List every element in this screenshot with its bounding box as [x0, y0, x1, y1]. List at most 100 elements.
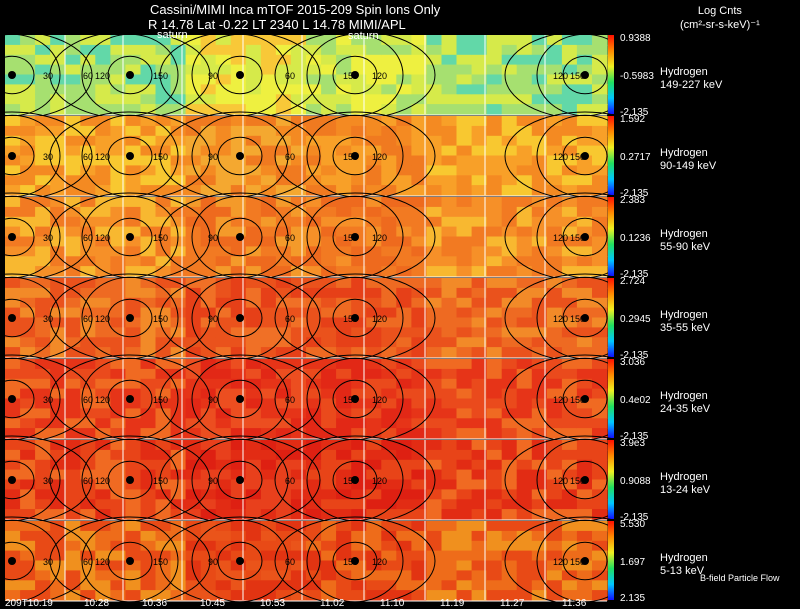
heatmap-cell — [592, 94, 608, 105]
heatmap-cell — [366, 175, 382, 186]
heatmap-cell — [155, 104, 172, 115]
heatmap-cell — [290, 509, 307, 520]
heatmap-cell — [486, 165, 503, 176]
heatmap-cell — [80, 499, 96, 510]
heatmap-cell — [215, 580, 232, 591]
heatmap-cell — [351, 388, 367, 400]
heatmap-cell — [441, 94, 458, 105]
field-contour — [562, 136, 608, 176]
heatmap-cell — [561, 509, 578, 520]
heatmap-cell — [185, 74, 202, 85]
heatmap-cell — [50, 116, 66, 127]
heatmap-cell — [260, 317, 277, 328]
heatmap-cell — [561, 499, 578, 510]
heatmap-cell — [426, 499, 443, 510]
heatmap-cell — [306, 35, 322, 46]
field-contour — [562, 217, 608, 257]
heatmap-cell — [336, 206, 352, 218]
heatmap-cell — [592, 307, 608, 319]
heatmap-cell — [185, 530, 202, 542]
contour-label: 90 — [208, 233, 218, 243]
panel-species-label: Hydrogen 13-24 keV — [660, 471, 710, 497]
heatmap-cell — [396, 84, 412, 95]
heatmap-cell — [441, 278, 458, 289]
heatmap-cell — [411, 378, 428, 390]
heatmap-cell — [80, 297, 96, 309]
heatmap-cell — [501, 317, 518, 328]
heatmap-cell — [441, 206, 458, 218]
heatmap-cell — [95, 175, 111, 186]
saturn-marker — [351, 476, 359, 484]
heatmap-cell — [426, 327, 443, 338]
heatmap-cell — [125, 246, 142, 257]
heatmap-cell — [35, 521, 51, 532]
heatmap-cell — [336, 570, 352, 581]
contour-label: 120 — [553, 314, 568, 324]
heatmap-cell — [516, 278, 533, 289]
heatmap-cell — [516, 54, 533, 66]
heatmap-cell — [306, 580, 322, 591]
heatmap-cell — [170, 337, 187, 348]
heatmap-cell — [321, 469, 337, 481]
heatmap-cell — [426, 197, 443, 208]
heatmap-cell — [516, 469, 533, 481]
heatmap-cell — [306, 418, 322, 429]
heatmap-cell — [140, 256, 157, 267]
x-tick-label: 11:02 — [320, 598, 345, 609]
heatmap-cell — [230, 236, 247, 247]
heatmap-cell — [351, 378, 367, 390]
heatmap-cell — [531, 94, 548, 105]
heatmap-cell — [471, 226, 488, 238]
heatmap-cell — [215, 175, 232, 186]
heatmap-cell — [155, 175, 172, 186]
heatmap-cell — [576, 236, 593, 247]
heatmap-cell — [110, 459, 127, 471]
heatmap-cell — [110, 550, 127, 562]
contour-label: 120 — [372, 152, 387, 162]
heatmap-cell — [396, 550, 412, 562]
heatmap-cell — [35, 236, 51, 247]
heatmap-cell — [170, 226, 187, 238]
heatmap-cell — [140, 449, 157, 461]
heatmap-cell — [471, 570, 488, 581]
heatmap-cell — [95, 440, 111, 451]
heatmap-cell — [110, 418, 127, 429]
heatmap-cell — [140, 347, 157, 358]
contour-label: 60 — [285, 71, 295, 81]
heatmap-cell — [576, 317, 593, 328]
heatmap-cell — [306, 570, 322, 581]
heatmap-cell — [336, 145, 352, 157]
energy-range: 35-55 keV — [660, 322, 711, 334]
heatmap-cell — [80, 54, 96, 66]
heatmap-cell — [561, 155, 578, 166]
heatmap-cell — [185, 278, 202, 289]
heatmap-cell — [366, 246, 382, 257]
panel-species-label: Hydrogen 5-13 keV — [660, 552, 708, 578]
heatmap-cell — [576, 135, 593, 147]
heatmap-cell — [471, 521, 488, 532]
heatmap-cell — [456, 206, 473, 218]
heatmap-cell — [351, 359, 367, 370]
heatmap-cell — [185, 197, 202, 208]
heatmap-cell — [501, 418, 518, 429]
field-contour — [0, 33, 61, 117]
heatmap-cell — [471, 398, 488, 409]
heatmap-cell — [381, 590, 397, 601]
heatmap-cell — [245, 368, 262, 380]
heatmap-cell — [125, 327, 142, 338]
heatmap-cell — [200, 145, 217, 157]
heatmap-cell — [275, 440, 292, 451]
heatmap-cell — [200, 94, 217, 105]
heatmap-cell — [561, 175, 578, 186]
colorbar-max-label: 1.592 — [620, 114, 646, 125]
heatmap-cell — [35, 256, 51, 267]
contour-label: 120 — [372, 233, 387, 243]
heatmap-cell — [155, 368, 172, 380]
heatmap-cell — [306, 44, 322, 56]
heatmap-cell — [366, 307, 382, 319]
heatmap-cell — [456, 216, 473, 228]
heatmap-cell — [441, 560, 458, 571]
heatmap-cell — [230, 479, 247, 490]
heatmap-cell — [245, 266, 262, 277]
heatmap-cell — [155, 226, 172, 238]
